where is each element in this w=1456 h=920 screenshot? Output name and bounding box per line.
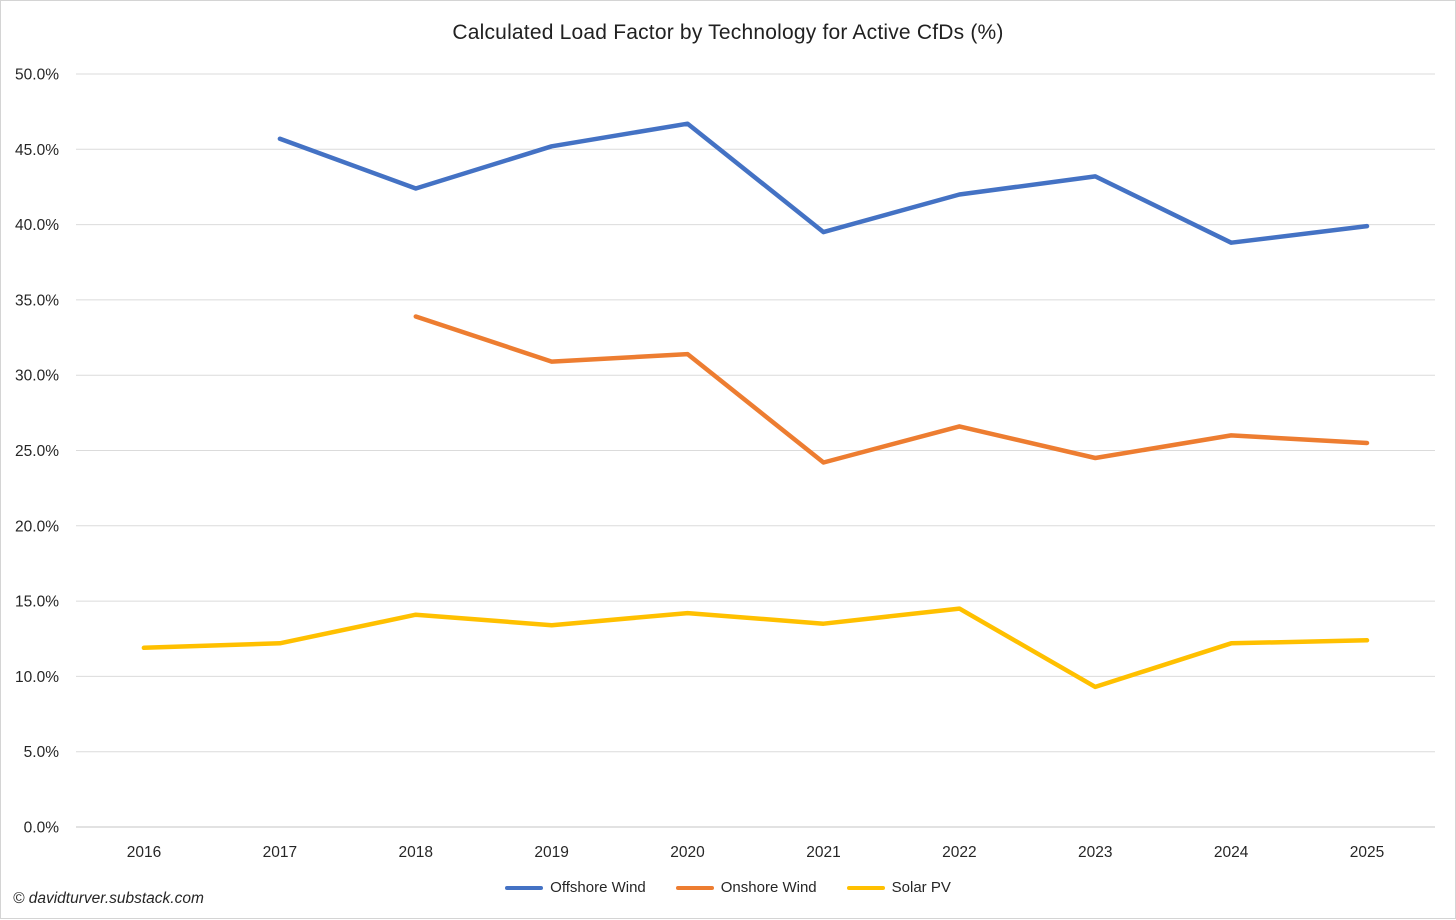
legend-label: Onshore Wind [720, 879, 817, 896]
watermark-credit: © davidturver.substack.com [13, 890, 204, 907]
chart-title: Calculated Load Factor by Technology for… [452, 21, 1004, 44]
x-tick-label: 2022 [942, 844, 976, 861]
y-tick-label: 15.0% [15, 594, 59, 611]
legend-line-swatch [505, 885, 544, 890]
series-line-offshore-wind [277, 121, 1370, 245]
y-tick-label: 5.0% [24, 744, 60, 761]
y-tick-label: 40.0% [15, 217, 59, 234]
x-tick-label: 2018 [399, 844, 433, 861]
series-line-solar-pv [141, 606, 1370, 690]
legend-item-offshore-wind: Offshore Wind [505, 879, 646, 896]
x-tick-label: 2020 [670, 844, 705, 861]
chart-legend: Offshore Wind Onshore Wind Solar PV [1, 879, 1455, 896]
y-tick-label: 30.0% [15, 368, 59, 385]
series-line-onshore-wind [413, 314, 1370, 465]
legend-line-swatch [675, 885, 714, 890]
x-tick-label: 2017 [263, 844, 297, 861]
y-tick-label: 25.0% [15, 443, 59, 460]
y-tick-label: 0.0% [24, 820, 60, 837]
y-tick-label: 10.0% [15, 669, 59, 686]
legend-label: Solar PV [891, 879, 951, 896]
legend-line-swatch [846, 885, 885, 890]
x-tick-label: 2024 [1214, 844, 1249, 861]
y-tick-label: 45.0% [15, 142, 59, 159]
legend-item-onshore-wind: Onshore Wind [675, 879, 817, 896]
y-tick-label: 35.0% [15, 292, 59, 309]
legend-label: Offshore Wind [550, 879, 646, 896]
x-tick-label: 2016 [127, 844, 161, 861]
y-tick-label: 20.0% [15, 518, 59, 535]
x-tick-label: 2019 [534, 844, 568, 861]
y-tick-label: 50.0% [15, 67, 59, 84]
legend-item-solar-pv: Solar PV [846, 879, 951, 896]
x-tick-label: 2021 [806, 844, 840, 861]
x-tick-label: 2025 [1350, 844, 1384, 861]
x-tick-label: 2023 [1078, 844, 1112, 861]
